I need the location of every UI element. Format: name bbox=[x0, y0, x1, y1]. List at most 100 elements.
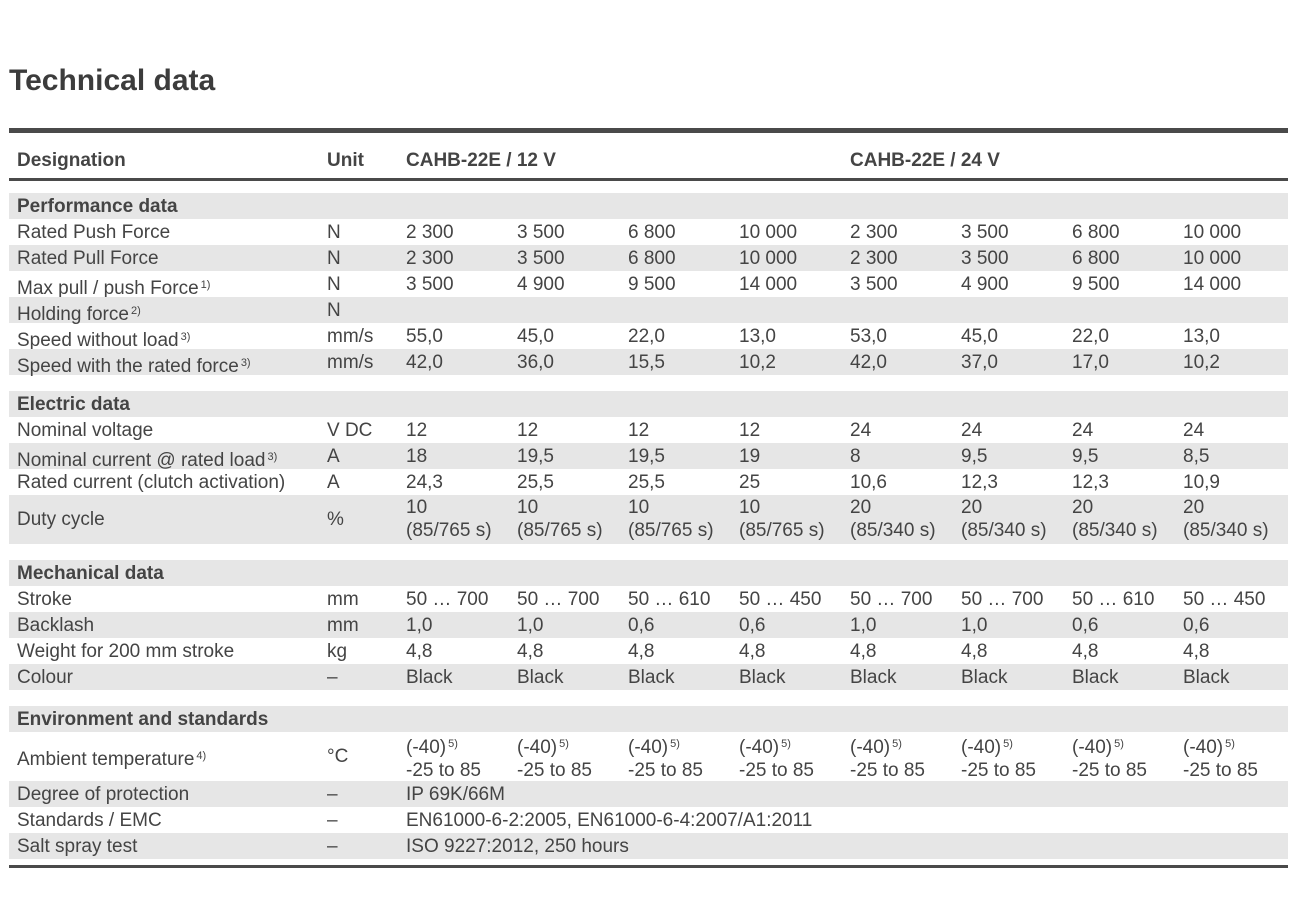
row-value: 12,3 bbox=[1072, 472, 1109, 494]
row-value: (-40) 5) -25 to 85 bbox=[739, 733, 814, 782]
value-line-2: (85/765 s) bbox=[739, 520, 825, 541]
value-line: 9,5 bbox=[961, 446, 988, 467]
row-label-text: Ambient temperature bbox=[17, 749, 195, 770]
value-line-2: -25 to 85 bbox=[1183, 760, 1258, 781]
value-line-2: -25 to 85 bbox=[406, 760, 481, 781]
value-line: Black bbox=[961, 667, 1008, 688]
table-row: Max pull / push Force 1) N 3 500 4 900 9 500 1… bbox=[9, 271, 1288, 299]
row-value: 17,0 bbox=[1072, 352, 1109, 374]
value-line: 10,9 bbox=[1183, 472, 1220, 493]
row-value: 4,8 bbox=[1183, 641, 1209, 663]
row-value: 14 000 bbox=[1183, 274, 1241, 296]
row-value: 6 800 bbox=[1072, 248, 1120, 270]
row-value: 0,6 bbox=[1072, 615, 1098, 637]
row-value: 10 000 bbox=[739, 222, 797, 244]
value-line: 20 bbox=[1183, 497, 1205, 518]
row-value: 50 … 450 bbox=[739, 589, 821, 611]
table-row: Backlash mm 1,0 1,0 0,6 0,6 1,0 1,0 0,6 0,6 bbox=[9, 612, 1288, 638]
value-line: 1,0 bbox=[961, 615, 988, 636]
row-label: Nominal voltage bbox=[17, 420, 153, 442]
value-line-2: (85/765 s) bbox=[628, 520, 714, 541]
row-unit: V DC bbox=[327, 420, 373, 441]
value-line: 4,8 bbox=[1072, 641, 1099, 662]
value-line: 4,8 bbox=[517, 641, 544, 662]
value-line: 10 000 bbox=[739, 222, 798, 243]
table-row: Nominal voltage V DC 12 12 12 12 24 24 24 24 bbox=[9, 417, 1288, 443]
row-value: 8,5 bbox=[1183, 446, 1209, 468]
value-line: 4,8 bbox=[628, 641, 655, 662]
value-line: 2 300 bbox=[850, 248, 898, 269]
value-line: Black bbox=[739, 667, 786, 688]
value-line: 12 bbox=[628, 420, 650, 441]
value-line-2: -25 to 85 bbox=[961, 760, 1036, 781]
value-line: Black bbox=[628, 667, 675, 688]
table-bottom-rule bbox=[9, 865, 1288, 868]
value-line: 6 800 bbox=[628, 248, 676, 269]
footnote-ref: 3) bbox=[240, 357, 251, 369]
value-line: 9 500 bbox=[628, 274, 676, 295]
value-line-2: (85/340 s) bbox=[961, 520, 1047, 541]
value-line: 10,2 bbox=[739, 352, 776, 373]
value-line: 10 bbox=[517, 497, 539, 518]
row-value: 10,6 bbox=[850, 472, 887, 494]
section-title: Electric data bbox=[17, 394, 130, 415]
value-line: 1,0 bbox=[406, 615, 433, 636]
value-line: (-40) bbox=[1072, 737, 1113, 758]
row-value: 42,0 bbox=[406, 352, 443, 374]
row-value: 25,5 bbox=[517, 472, 554, 494]
value-line-2: -25 to 85 bbox=[739, 760, 814, 781]
footnote-ref: 1) bbox=[200, 279, 211, 291]
row-value: 50 … 700 bbox=[517, 589, 599, 611]
value-line: 45,0 bbox=[517, 326, 554, 347]
value-line: 3 500 bbox=[517, 222, 565, 243]
value-line: 22,0 bbox=[628, 326, 665, 347]
row-value: 12 bbox=[628, 420, 649, 442]
row-unit: – bbox=[327, 836, 338, 857]
section-title: Performance data bbox=[17, 196, 178, 217]
row-value: 9,5 bbox=[1072, 446, 1098, 468]
row-label-text: Rated Pull Force bbox=[17, 248, 159, 269]
value-line: 6 800 bbox=[1072, 248, 1120, 269]
row-value: 50 … 700 bbox=[961, 589, 1043, 611]
row-unit: N bbox=[327, 274, 341, 295]
value-line: 3 500 bbox=[961, 248, 1009, 269]
row-value: 10,2 bbox=[1183, 352, 1220, 374]
table-row: Colour – Black Black Black Black Black Black Bla… bbox=[9, 664, 1288, 690]
header-rule bbox=[9, 178, 1288, 181]
row-value: Black bbox=[1072, 667, 1118, 689]
value-line-2: (85/340 s) bbox=[1072, 520, 1158, 541]
row-value: 9 500 bbox=[1072, 274, 1120, 296]
row-label-text: Nominal voltage bbox=[17, 420, 154, 441]
row-value: 1,0 bbox=[517, 615, 543, 637]
row-value: 20 (85/340 s) bbox=[1072, 496, 1158, 542]
row-value: 24 bbox=[1183, 420, 1204, 442]
row-value: 2 300 bbox=[850, 248, 898, 270]
value-line: 14 000 bbox=[1183, 274, 1242, 295]
value-line: 10 bbox=[739, 497, 761, 518]
row-unit: N bbox=[327, 248, 341, 269]
value-line: 4,8 bbox=[850, 641, 877, 662]
row-value: 10 000 bbox=[1183, 222, 1241, 244]
row-label-text: Standards / EMC bbox=[17, 810, 162, 831]
row-value: 45,0 bbox=[961, 326, 998, 348]
value-line: (-40) bbox=[628, 737, 669, 758]
value-line: 4,8 bbox=[739, 641, 766, 662]
row-label-text: Weight for 200 mm stroke bbox=[17, 641, 235, 662]
row-value: 55,0 bbox=[406, 326, 443, 348]
row-value: 18 bbox=[406, 446, 427, 468]
row-label-text: Salt spray test bbox=[17, 836, 138, 857]
value-line: 0,6 bbox=[1183, 615, 1210, 636]
row-value: 24,3 bbox=[406, 472, 443, 494]
table-row: Speed without load 3) mm/s 55,0 45,0 22,0 13,0… bbox=[9, 323, 1288, 351]
value-line: 8,5 bbox=[1183, 446, 1210, 467]
row-value: 3 500 bbox=[517, 248, 565, 270]
value-line: 3 500 bbox=[406, 274, 454, 295]
row-value: 6 800 bbox=[628, 248, 676, 270]
section-header: Environment and standards bbox=[9, 706, 1288, 732]
row-label-text: Duty cycle bbox=[17, 509, 105, 530]
value-line: 10 bbox=[628, 497, 650, 518]
value-line: 12,3 bbox=[1072, 472, 1109, 493]
value-line: 20 bbox=[1072, 497, 1094, 518]
value-line: 53,0 bbox=[850, 326, 887, 347]
row-value: 10 (85/765 s) bbox=[406, 496, 492, 542]
